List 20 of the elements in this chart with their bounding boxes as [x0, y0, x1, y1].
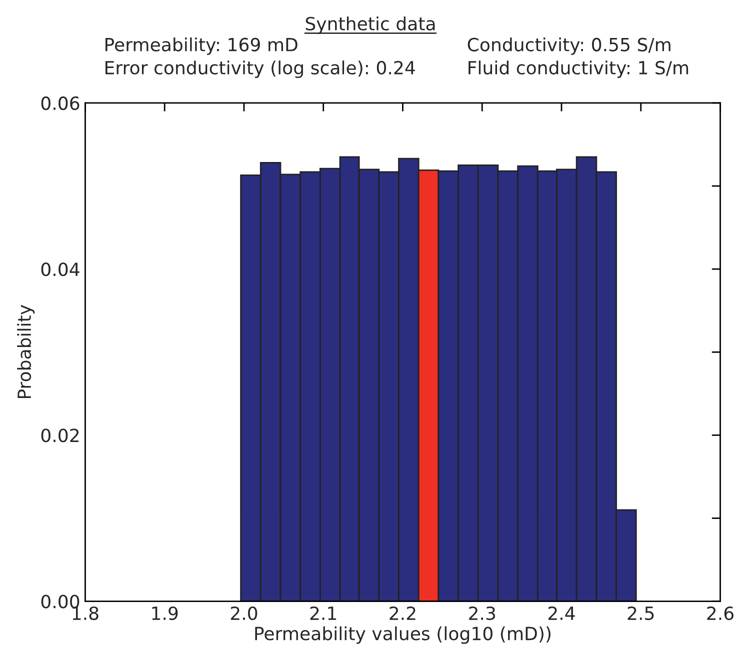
x-tick-label: 1.9: [152, 606, 178, 620]
chart-title: Synthetic data: [306, 16, 435, 34]
y-tick-label: 0.06: [41, 96, 80, 110]
y-tick-label: 0.02: [41, 428, 79, 442]
y-axis-title: Probability: [17, 304, 35, 398]
y-tick-label: 0.00: [41, 594, 80, 608]
x-tick-label: 1.8: [72, 606, 98, 620]
text: Permeability: 169 mD: [106, 37, 298, 55]
x-tick-label: 2.6: [707, 606, 734, 620]
text: Fluid conductivity: 1 S/m: [468, 60, 688, 78]
x-tick-label: 2.0: [230, 606, 258, 620]
x-axis-title: Permeability values (log10 (mD)): [255, 626, 550, 644]
x-tick-label: 2.3: [469, 606, 496, 620]
text: Conductivity: 0.55 S/m: [468, 37, 670, 55]
x-tick-label: 2.5: [628, 606, 654, 620]
y-tick-label: 0.04: [41, 262, 80, 276]
x-tick-label: 2.1: [310, 606, 336, 620]
x-tick-label: 2.4: [548, 606, 575, 620]
x-tick-label: 2.2: [390, 606, 416, 620]
text: Error conductivity (log scale): 0.24: [106, 60, 415, 78]
